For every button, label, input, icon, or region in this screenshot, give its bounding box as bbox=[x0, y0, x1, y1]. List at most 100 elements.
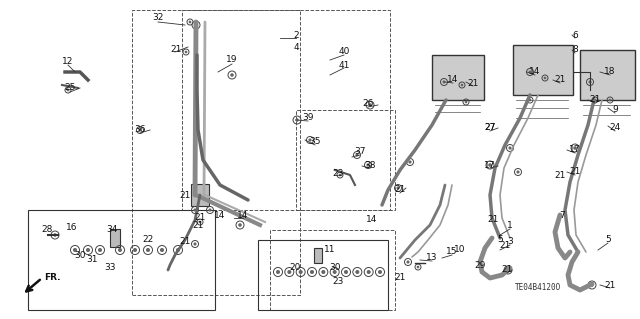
Text: 23: 23 bbox=[332, 168, 344, 177]
Text: 4: 4 bbox=[293, 43, 299, 53]
Circle shape bbox=[67, 89, 69, 91]
Circle shape bbox=[146, 248, 150, 252]
Text: 14: 14 bbox=[529, 68, 541, 77]
Circle shape bbox=[368, 103, 372, 107]
Text: 5: 5 bbox=[605, 235, 611, 244]
Text: 21: 21 bbox=[554, 170, 566, 180]
Circle shape bbox=[355, 153, 358, 157]
Text: 5: 5 bbox=[497, 235, 503, 244]
Text: 12: 12 bbox=[62, 57, 74, 66]
Text: 3: 3 bbox=[507, 238, 513, 247]
Bar bbox=[28, 210, 215, 310]
Circle shape bbox=[176, 248, 180, 252]
Text: 8: 8 bbox=[572, 46, 578, 55]
Circle shape bbox=[367, 163, 369, 167]
Text: 19: 19 bbox=[227, 56, 237, 64]
Circle shape bbox=[118, 248, 122, 252]
Circle shape bbox=[160, 248, 164, 252]
Bar bbox=[270, 230, 395, 310]
FancyBboxPatch shape bbox=[432, 55, 484, 100]
Text: 21: 21 bbox=[179, 190, 191, 199]
Text: 18: 18 bbox=[604, 68, 616, 77]
Circle shape bbox=[442, 80, 445, 84]
Text: 33: 33 bbox=[104, 263, 116, 272]
Text: 14: 14 bbox=[447, 76, 459, 85]
Text: 21: 21 bbox=[394, 186, 406, 195]
Text: 25: 25 bbox=[64, 84, 76, 93]
Circle shape bbox=[461, 84, 463, 86]
Circle shape bbox=[465, 101, 467, 103]
Circle shape bbox=[417, 266, 419, 268]
Circle shape bbox=[73, 248, 77, 252]
Circle shape bbox=[333, 270, 337, 274]
Text: 21: 21 bbox=[554, 76, 566, 85]
Text: 21: 21 bbox=[192, 220, 204, 229]
Circle shape bbox=[276, 270, 280, 274]
Circle shape bbox=[299, 270, 303, 274]
Text: 6: 6 bbox=[572, 31, 578, 40]
Text: 16: 16 bbox=[67, 224, 77, 233]
Circle shape bbox=[367, 270, 371, 274]
Text: 21: 21 bbox=[499, 241, 511, 249]
Text: 27: 27 bbox=[484, 123, 496, 132]
Circle shape bbox=[321, 270, 325, 274]
Bar bbox=[314, 248, 322, 263]
Text: 29: 29 bbox=[474, 261, 486, 270]
Bar bbox=[132, 10, 300, 295]
Text: 31: 31 bbox=[86, 256, 98, 264]
Text: 21: 21 bbox=[570, 167, 580, 176]
Text: 32: 32 bbox=[152, 13, 164, 23]
FancyBboxPatch shape bbox=[513, 45, 573, 95]
Circle shape bbox=[588, 80, 591, 84]
Text: 23: 23 bbox=[332, 278, 344, 286]
Text: 7: 7 bbox=[559, 211, 565, 219]
Text: 14: 14 bbox=[366, 216, 378, 225]
Bar bbox=[296, 110, 395, 210]
Circle shape bbox=[287, 270, 291, 274]
Text: FR.: FR. bbox=[44, 273, 61, 283]
Text: TE04B4120O: TE04B4120O bbox=[515, 284, 561, 293]
Text: 21: 21 bbox=[604, 280, 616, 290]
Text: 22: 22 bbox=[142, 235, 154, 244]
Circle shape bbox=[86, 248, 90, 252]
Text: 27: 27 bbox=[484, 123, 496, 132]
Text: 17: 17 bbox=[569, 145, 580, 154]
Text: 13: 13 bbox=[426, 254, 438, 263]
Text: 21: 21 bbox=[501, 265, 513, 275]
Circle shape bbox=[378, 270, 382, 274]
Text: 24: 24 bbox=[609, 123, 621, 132]
Text: 39: 39 bbox=[302, 114, 314, 122]
Circle shape bbox=[98, 248, 102, 252]
Bar bbox=[191, 184, 209, 206]
Text: 21: 21 bbox=[589, 95, 601, 105]
Bar bbox=[258, 240, 388, 310]
Circle shape bbox=[193, 242, 196, 246]
Circle shape bbox=[396, 186, 399, 189]
Text: 21: 21 bbox=[467, 78, 479, 87]
Text: 37: 37 bbox=[355, 147, 365, 157]
Circle shape bbox=[53, 233, 57, 237]
Text: 17: 17 bbox=[484, 160, 496, 169]
Circle shape bbox=[516, 170, 520, 174]
Text: 41: 41 bbox=[339, 61, 349, 70]
Circle shape bbox=[529, 70, 532, 74]
Text: 28: 28 bbox=[42, 226, 52, 234]
Circle shape bbox=[198, 221, 202, 223]
Text: 14: 14 bbox=[237, 211, 249, 219]
Text: 21: 21 bbox=[170, 46, 182, 55]
Circle shape bbox=[355, 270, 359, 274]
Text: 14: 14 bbox=[214, 211, 226, 219]
Text: 36: 36 bbox=[134, 125, 146, 135]
Text: 30: 30 bbox=[329, 263, 340, 272]
Circle shape bbox=[506, 268, 510, 272]
Circle shape bbox=[529, 99, 531, 101]
Circle shape bbox=[573, 146, 577, 150]
Circle shape bbox=[344, 270, 348, 274]
Text: 21: 21 bbox=[195, 213, 205, 222]
Text: 11: 11 bbox=[324, 246, 336, 255]
Circle shape bbox=[310, 270, 314, 274]
Circle shape bbox=[488, 163, 492, 167]
Text: 21: 21 bbox=[394, 273, 406, 283]
Text: 1: 1 bbox=[507, 221, 513, 231]
Circle shape bbox=[543, 77, 547, 79]
